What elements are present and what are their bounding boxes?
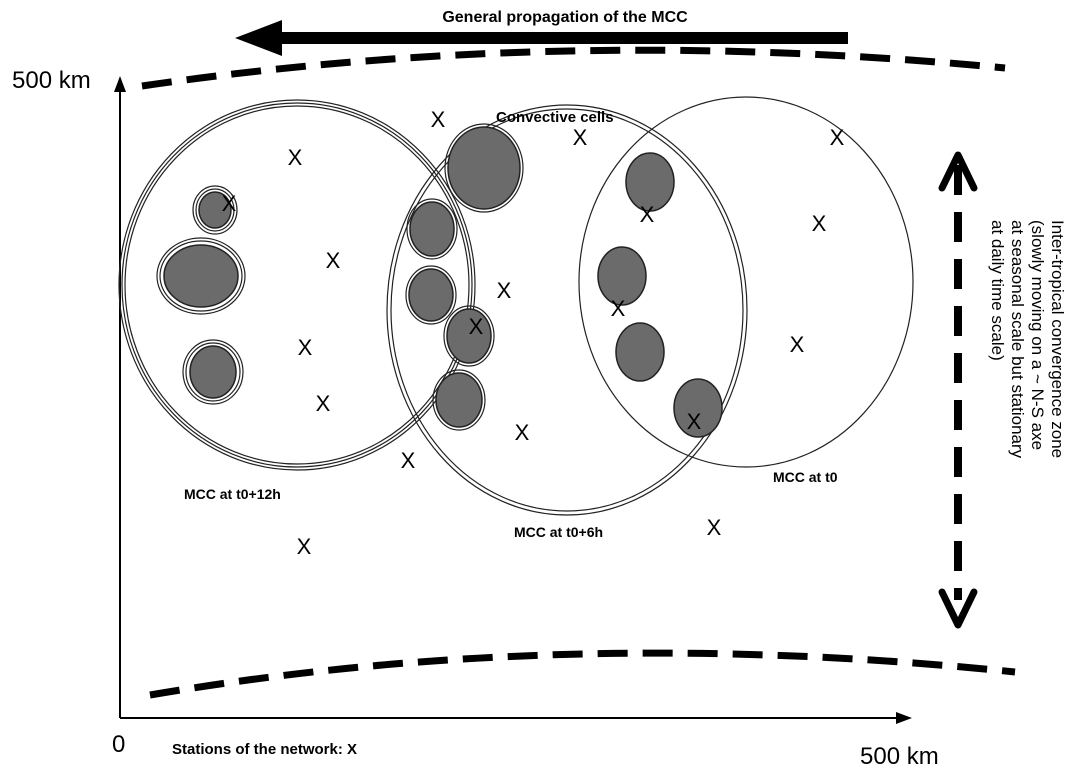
itcz-top-boundary [141, 46, 1006, 90]
convective-cells-label: Convective cells [496, 109, 614, 126]
station-marker: X [497, 278, 512, 303]
cells-t0 [597, 152, 723, 438]
mcc-t0-6h [386, 104, 748, 516]
station-marker: X [298, 335, 313, 360]
itcz-line: (slowly moving on a ~ N-S axe [1028, 220, 1047, 450]
station-marker: X [431, 107, 446, 132]
station-marker: X [611, 296, 626, 321]
propagation-arrow [235, 20, 848, 56]
station-marker: X [573, 125, 588, 150]
y-axis-max-label: 500 km [12, 67, 91, 94]
axes [114, 76, 912, 724]
station-marker: X [687, 409, 702, 434]
mcc-t0-6h-label: MCC at t0+6h [514, 524, 603, 540]
station-marker: X [830, 125, 845, 150]
mcc-t0-label: MCC at t0 [773, 469, 838, 485]
mcc-t0 [578, 96, 914, 468]
stations: X X X X X X X X X X X X X X X X X X X [222, 107, 845, 559]
origin-label: 0 [112, 731, 125, 758]
station-marker: X [790, 332, 805, 357]
x-axis-max-label: 500 km [860, 743, 939, 770]
station-marker: X [469, 314, 484, 339]
station-marker: X [515, 420, 530, 445]
station-marker: X [316, 391, 331, 416]
station-marker: X [326, 248, 341, 273]
itcz-line: at seasonal scale but stationary [1008, 220, 1027, 459]
station-marker: X [401, 448, 416, 473]
itcz-bottom-boundary [149, 649, 1016, 699]
cells-t0-12h [156, 185, 246, 405]
station-marker: X [640, 202, 655, 227]
cells-t0-6h [405, 123, 524, 431]
station-marker: X [297, 534, 312, 559]
mcc-t0-12h [118, 99, 476, 471]
itcz-ns-arrow [938, 151, 978, 629]
itcz-line: at daily time scale) [988, 220, 1007, 361]
station-marker: X [707, 515, 722, 540]
station-marker: X [222, 191, 237, 216]
itcz-description: Inter-tropical convergence zone (slowly … [988, 220, 1067, 459]
itcz-line: Inter-tropical convergence zone [1048, 220, 1067, 458]
mcc-t0-12h-label: MCC at t0+12h [184, 486, 281, 502]
station-marker: X [812, 211, 827, 236]
stations-legend: Stations of the network: X [172, 741, 357, 758]
propagation-label: General propagation of the MCC [442, 9, 688, 26]
station-marker: X [288, 145, 303, 170]
